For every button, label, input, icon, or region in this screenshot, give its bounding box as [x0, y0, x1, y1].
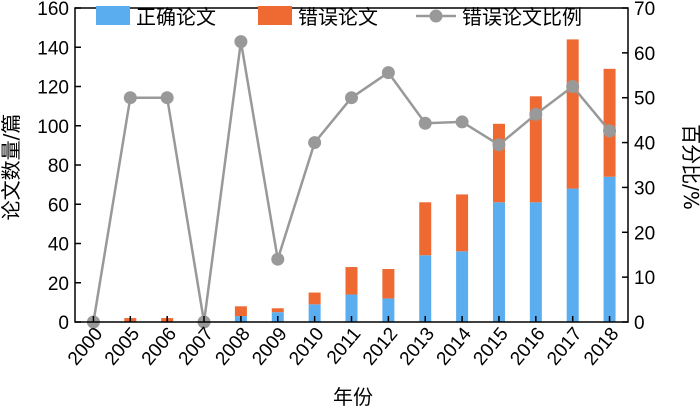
- y-tick-label-80: 80: [48, 156, 69, 177]
- y2-tick-label-30: 30: [634, 178, 655, 199]
- x-tick-label-2012: 2012: [359, 324, 402, 370]
- x-tick-label-2011: 2011: [323, 324, 365, 369]
- ratio-point-2008: [234, 35, 248, 49]
- y2-tick-label-50: 50: [634, 89, 655, 110]
- ratio-point-2011: [345, 91, 358, 105]
- legend-label-correct: 正确论文: [136, 5, 216, 29]
- y2-tick-label-40: 40: [634, 134, 655, 155]
- y-tick-label-100: 100: [37, 117, 69, 138]
- x-tick-label-2018: 2018: [580, 324, 623, 370]
- ratio-point-2015: [492, 138, 506, 152]
- bar-wrong-2015: [492, 123, 505, 203]
- y-tick-label-160: 160: [37, 0, 69, 20]
- x-tick-label-2017: 2017: [543, 324, 586, 370]
- bar-wrong-2009: [271, 308, 284, 313]
- y-tick-label-20: 20: [48, 274, 69, 295]
- ratio-point-2010: [308, 136, 322, 150]
- legend-label-ratio: 错误论文比例: [462, 5, 582, 29]
- bar-correct-2015: [492, 202, 505, 322]
- x-tick-label-2015: 2015: [470, 324, 513, 370]
- bar-correct-2011: [345, 294, 358, 322]
- bar-wrong-2008: [234, 306, 247, 317]
- ratio-point-2014: [455, 115, 469, 129]
- y2-tick-label-70: 70: [634, 0, 655, 20]
- x-tick-label-2013: 2013: [396, 324, 439, 370]
- bar-wrong-2010: [308, 292, 321, 305]
- bar-correct-2012: [382, 298, 395, 322]
- ratio-point-2016: [529, 107, 543, 121]
- ratio-point-2009: [271, 252, 285, 266]
- x-tick-label-2005: 2005: [101, 324, 144, 370]
- x-tick-label-2009: 2009: [248, 324, 291, 370]
- bar-correct-2018: [603, 176, 616, 322]
- ratio-point-2013: [418, 116, 432, 130]
- legend-swatch-correct: [96, 6, 130, 25]
- legend-swatch-wrong: [258, 6, 292, 25]
- ratio-point-2012: [381, 66, 395, 80]
- legend-marker-ratio: [429, 9, 443, 23]
- ratio-point-2018: [603, 124, 617, 138]
- bar-correct-2016: [529, 202, 542, 322]
- y2-tick-label-10: 10: [634, 268, 655, 289]
- ratio-point-2017: [566, 80, 580, 93]
- bar-correct-2010: [308, 304, 321, 322]
- ratio-point-2005: [123, 91, 137, 105]
- line-layer: [86, 35, 617, 329]
- y-tick-label-60: 60: [48, 195, 69, 216]
- bar-wrong-2011: [345, 267, 358, 295]
- bar-correct-2014: [456, 251, 469, 322]
- bars-layer: [124, 39, 616, 322]
- ratio-point-2006: [160, 91, 174, 105]
- y-axis-title: 论文数量/篇: [0, 114, 23, 221]
- x-tick-label-2006: 2006: [138, 324, 181, 370]
- x-tick-label-2010: 2010: [285, 324, 328, 370]
- bar-wrong-2017: [566, 39, 579, 189]
- bar-correct-2017: [566, 188, 579, 322]
- y2-axis-title: 百分比/%: [679, 124, 700, 210]
- y2-tick-label-60: 60: [634, 44, 655, 65]
- bar-correct-2013: [419, 255, 432, 322]
- y2-tick-label-20: 20: [634, 223, 655, 244]
- y-tick-label-120: 120: [37, 78, 69, 99]
- legend: 正确论文 错误论文 错误论文比例: [96, 5, 582, 29]
- bar-wrong-2018: [603, 68, 616, 177]
- x-tick-label-2016: 2016: [506, 324, 549, 370]
- bar-wrong-2012: [382, 269, 395, 299]
- x-tick-label-2007: 2007: [175, 324, 218, 370]
- y2-tick-label-0: 0: [634, 313, 645, 334]
- y-tick-label-40: 40: [48, 235, 69, 256]
- legend-label-wrong: 错误论文: [298, 5, 378, 29]
- y-tick-label-0: 0: [58, 313, 69, 334]
- bar-wrong-2014: [456, 194, 469, 252]
- bar-wrong-2013: [419, 202, 432, 256]
- x-tick-label-2008: 2008: [211, 324, 254, 370]
- x-tick-label-2000: 2000: [64, 324, 107, 370]
- x-axis-title: 年份: [333, 385, 373, 409]
- bar-wrong-2016: [529, 96, 542, 203]
- y-tick-label-140: 140: [37, 38, 69, 59]
- x-tick-label-2014: 2014: [433, 323, 477, 369]
